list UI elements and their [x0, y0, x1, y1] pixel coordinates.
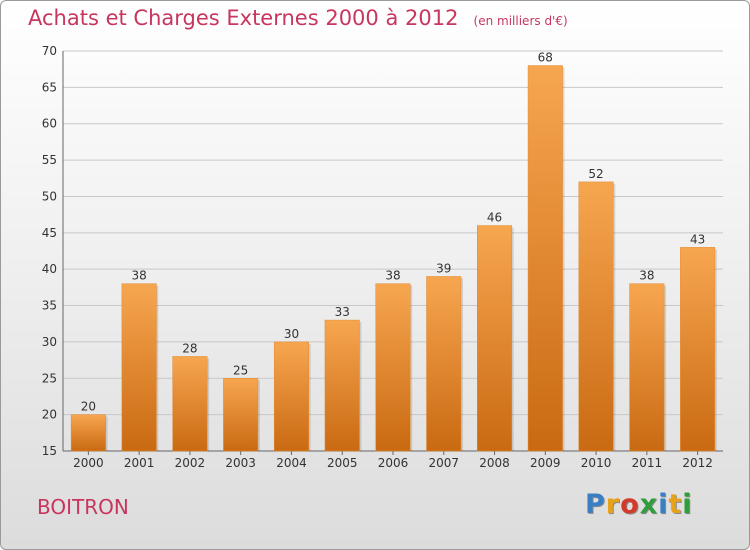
value-label: 33	[335, 305, 350, 319]
x-tick-label: 2011	[632, 456, 663, 470]
bar-2008	[477, 225, 513, 452]
bar-2003	[223, 378, 259, 452]
y-tick-label: 35	[42, 299, 57, 313]
bar-2012	[680, 247, 716, 452]
proxiti-logo: Proxiti	[585, 489, 693, 520]
logo-letter: i	[682, 489, 693, 520]
bar-2004	[273, 341, 309, 452]
y-tick-label: 50	[42, 189, 57, 203]
y-tick-label: 30	[42, 335, 57, 349]
y-tick-label: 40	[42, 262, 57, 276]
value-label: 20	[81, 400, 96, 414]
bar-2009	[527, 65, 563, 452]
value-labels: 20 38 28 25 30 33 38 39 46 68 52 38 43	[81, 51, 706, 414]
value-label: 46	[487, 211, 502, 225]
chart-subtitle: (en milliers d'€)	[473, 14, 568, 28]
y-tick-label: 15	[42, 444, 57, 458]
bars	[70, 65, 717, 452]
x-tick-label: 2010	[581, 456, 612, 470]
bar-2000	[70, 414, 106, 452]
logo-letter: r	[605, 489, 621, 520]
bar-2002	[172, 356, 208, 452]
chart-title: Achats et Charges Externes 2000 à 2012 (…	[28, 6, 568, 30]
x-tick-label: 2000	[73, 456, 104, 470]
bar-2007	[426, 276, 462, 452]
x-tick-label: 2003	[225, 456, 256, 470]
chart-title-text: Achats et Charges Externes 2000 à 2012	[28, 6, 459, 30]
value-label: 28	[182, 341, 197, 355]
value-label: 43	[690, 232, 705, 246]
y-tick-label: 60	[42, 117, 57, 131]
value-label: 38	[639, 269, 654, 283]
bar-2005	[324, 319, 360, 452]
commune-name: BOITRON	[37, 495, 129, 519]
y-tick-label: 20	[42, 408, 57, 422]
value-label: 38	[132, 269, 147, 283]
tick-labels: 15 20 25 30 35 40 45 50 55 60 65 70 2000 2001 2002 2003…	[42, 44, 713, 470]
logo-letter: P	[585, 489, 606, 520]
logo-letter: t	[668, 489, 683, 520]
logo-letter: o	[620, 489, 640, 520]
y-tick-label: 55	[42, 153, 57, 167]
x-tick-label: 2006	[378, 456, 409, 470]
y-tick-label: 65	[42, 80, 57, 94]
logo-letter: x	[639, 489, 659, 520]
x-tick-label: 2012	[682, 456, 713, 470]
bar-2011	[629, 283, 665, 452]
x-tick-label: 2007	[428, 456, 459, 470]
x-tick-label: 2002	[175, 456, 206, 470]
value-label: 39	[436, 261, 451, 275]
value-label: 38	[385, 269, 400, 283]
x-tick-label: 2001	[124, 456, 155, 470]
value-label: 25	[233, 363, 248, 377]
value-label: 68	[538, 51, 553, 65]
value-label: 30	[284, 327, 299, 341]
x-tick-label: 2004	[276, 456, 307, 470]
x-tick-label: 2009	[530, 456, 561, 470]
bar-2010	[578, 181, 614, 452]
y-tick-label: 25	[42, 371, 57, 385]
bar-2001	[121, 283, 157, 452]
y-tick-label: 70	[42, 44, 57, 58]
bar-2006	[375, 283, 411, 452]
value-label: 52	[588, 167, 603, 181]
y-tick-label: 45	[42, 226, 57, 240]
x-tick-label: 2008	[479, 456, 510, 470]
x-tick-label: 2005	[327, 456, 358, 470]
logo-letter: i	[658, 489, 669, 520]
